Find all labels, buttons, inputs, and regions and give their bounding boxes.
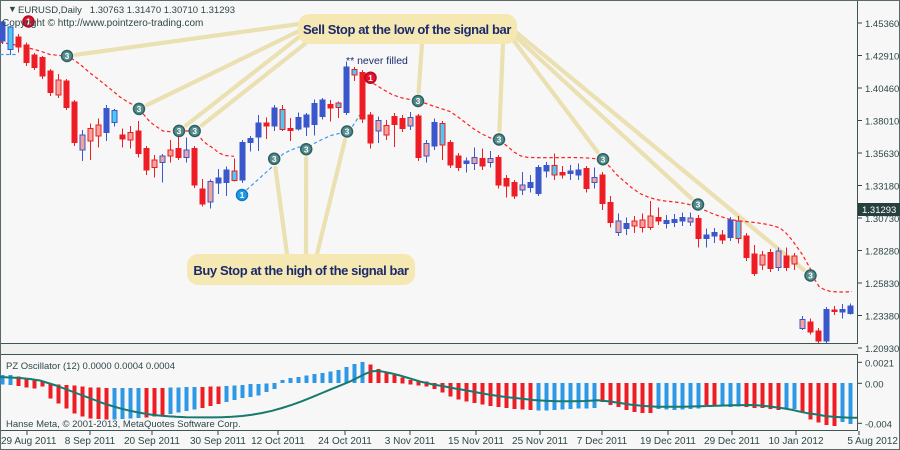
svg-text:3: 3 — [137, 104, 142, 114]
svg-text:3: 3 — [696, 200, 701, 210]
svg-text:1: 1 — [26, 17, 31, 27]
svg-text:3: 3 — [65, 51, 70, 61]
svg-text:0.00: 0.00 — [865, 379, 884, 390]
svg-text:3: 3 — [497, 135, 502, 145]
svg-text:1.28280: 1.28280 — [865, 247, 899, 258]
svg-text:1.30730: 1.30730 — [865, 214, 899, 225]
svg-text:3: 3 — [345, 127, 350, 137]
svg-text:1.45360: 1.45360 — [865, 19, 899, 30]
svg-text:3: 3 — [601, 154, 606, 164]
svg-text:19 Dec 2011: 19 Dec 2011 — [640, 436, 696, 447]
svg-text:1.25830: 1.25830 — [865, 279, 899, 290]
svg-text:8 Sep 2011: 8 Sep 2011 — [65, 436, 116, 447]
svg-text:3: 3 — [304, 144, 309, 154]
svg-text:PZ Oscillator (12) 0.0000 0.00: PZ Oscillator (12) 0.0000 0.0004 0.0004 — [6, 361, 175, 372]
svg-text:-0.004: -0.004 — [865, 419, 892, 430]
svg-text:30 Sep 2011: 30 Sep 2011 — [190, 436, 246, 447]
svg-text:29 Aug 2011: 29 Aug 2011 — [1, 436, 57, 447]
svg-text:1.33180: 1.33180 — [865, 182, 899, 193]
svg-text:24 Oct 2011: 24 Oct 2011 — [318, 436, 372, 447]
svg-text:1.20930: 1.20930 — [865, 344, 899, 355]
svg-text:1: 1 — [368, 73, 373, 83]
svg-text:20 Sep 2011: 20 Sep 2011 — [124, 436, 180, 447]
svg-text:Copyright © http://www.pointze: Copyright © http://www.pointzero-trading… — [2, 18, 203, 29]
svg-text:10 Jan 2012: 10 Jan 2012 — [768, 436, 823, 447]
svg-text:3 Nov 2011: 3 Nov 2011 — [385, 436, 436, 447]
svg-text:3: 3 — [272, 154, 277, 164]
svg-text:25 Nov 2011: 25 Nov 2011 — [512, 436, 568, 447]
svg-text:1.31293: 1.31293 — [862, 205, 896, 216]
svg-text:15 Nov 2011: 15 Nov 2011 — [448, 436, 504, 447]
svg-text:Sell Stop at the low of the si: Sell Stop at the low of the signal bar — [303, 22, 511, 37]
svg-text:3: 3 — [192, 126, 197, 136]
svg-text:12 Oct 2011: 12 Oct 2011 — [251, 436, 305, 447]
svg-text:7 Dec 2011: 7 Dec 2011 — [577, 436, 628, 447]
svg-text:Buy Stop at the high of the si: Buy Stop at the high of the signal bar — [193, 263, 409, 278]
svg-text:** never filled: ** never filled — [346, 55, 408, 67]
svg-text:29 Dec 2011: 29 Dec 2011 — [704, 436, 760, 447]
svg-text:1.40460: 1.40460 — [865, 84, 899, 95]
svg-text:5 Aug 2012: 5 Aug 2012 — [847, 436, 898, 447]
svg-text:1.35630: 1.35630 — [865, 149, 899, 160]
svg-text:3: 3 — [416, 96, 421, 106]
svg-text:3: 3 — [177, 126, 182, 136]
svg-text:1.23380: 1.23380 — [865, 312, 899, 323]
svg-text:0.0021: 0.0021 — [865, 358, 894, 369]
svg-text:1.42910: 1.42910 — [865, 52, 899, 63]
svg-text:EURUSD,Daily 1.30763 1.31470: EURUSD,Daily 1.30763 1.31470 1.30710 1.3… — [18, 5, 235, 16]
svg-text:1.38010: 1.38010 — [865, 117, 899, 128]
svg-text:▼: ▼ — [8, 4, 17, 14]
svg-text:1: 1 — [240, 190, 245, 200]
svg-text:3: 3 — [808, 271, 813, 281]
svg-text:Hanse Meta, © 2001-2013, MetaQ: Hanse Meta, © 2001-2013, MetaQuotes Soft… — [6, 419, 241, 430]
